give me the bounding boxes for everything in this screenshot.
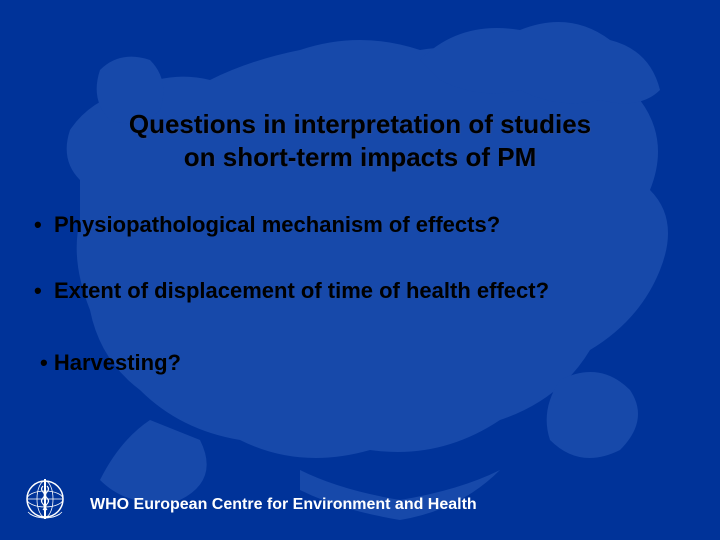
footer-text: WHO European Centre for Environment and …: [90, 496, 477, 514]
slide-title: Questions in interpretation of studies o…: [0, 108, 720, 173]
bullet-text: Extent of displacement of time of health…: [54, 278, 549, 303]
who-logo-icon: [22, 476, 68, 522]
title-line-2: on short-term impacts of PM: [184, 142, 536, 172]
title-line-1: Questions in interpretation of studies: [129, 109, 591, 139]
bullet-item: • Extent of displacement of time of heal…: [34, 278, 549, 304]
bullet-text: Physiopathological mechanism of effects?: [54, 212, 500, 237]
bullet-item: • Physiopathological mechanism of effect…: [34, 212, 549, 238]
bullet-text: Harvesting?: [54, 350, 181, 375]
bullet-list: • Physiopathological mechanism of effect…: [34, 212, 549, 416]
bullet-item: • Harvesting?: [34, 350, 549, 376]
